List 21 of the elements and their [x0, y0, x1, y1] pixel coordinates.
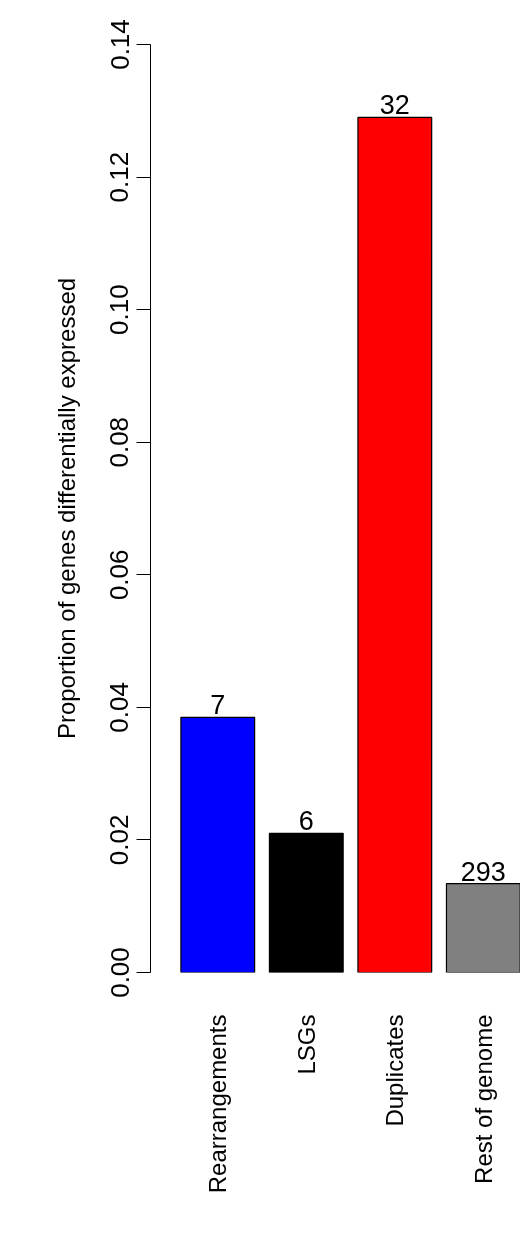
y-tick-label: 0.12: [104, 151, 135, 203]
bar: [268, 832, 344, 973]
bar: [180, 716, 256, 973]
x-tick-label: Rearrangements: [204, 1014, 232, 1194]
bar: [445, 883, 520, 973]
y-axis-title: Proportion of genes differentially expressed: [52, 277, 80, 740]
y-tick-label: 0.00: [104, 947, 135, 998]
annotation: 32: [379, 90, 410, 121]
y-tick-label: 0.14: [104, 19, 135, 70]
x-tick-label: Rest of genome: [469, 1014, 497, 1184]
y-tick-label: 0.02: [104, 814, 135, 866]
y-tick-label: 0.04: [104, 682, 135, 733]
annotation: 6: [298, 806, 314, 837]
y-tick-label: 0.06: [104, 549, 135, 601]
x-tick-label: LSGs: [292, 1014, 320, 1075]
y-tick-label: 0.10: [104, 284, 135, 335]
annotation: 293: [460, 856, 506, 887]
bar: [357, 116, 433, 973]
x-tick-label: Duplicates: [381, 1014, 409, 1127]
annotation: 7: [210, 690, 226, 721]
y-tick-label: 0.08: [104, 416, 135, 468]
